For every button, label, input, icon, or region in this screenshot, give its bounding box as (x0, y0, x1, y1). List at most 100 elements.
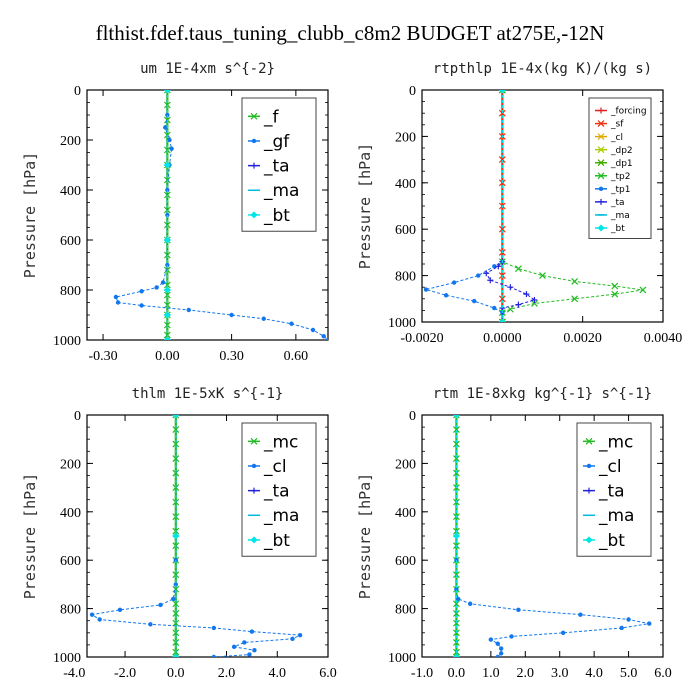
data-point (172, 415, 180, 419)
legend-marker (251, 138, 257, 144)
chart-panel-4: rtm 1E-8xkg kg^{-1} s^{-1} Pressure [hPa]… (356, 386, 672, 681)
legend-entry: _ma (263, 181, 299, 201)
x-tick-label: 3.0 (551, 666, 569, 681)
data-point (453, 653, 460, 657)
legend-marker (597, 133, 605, 141)
data-point (167, 137, 172, 143)
data-point (289, 321, 294, 326)
data-point (97, 617, 102, 622)
series-line (424, 90, 503, 322)
legend-marker (597, 159, 605, 167)
legend-entry: _dp2 (610, 146, 633, 156)
y-tick-label: 400 (60, 184, 81, 199)
data-point (163, 90, 171, 94)
x-tick-label: 0.0000 (483, 331, 522, 346)
y-tick-label: 400 (395, 177, 416, 192)
legend-entry: _bt (598, 531, 625, 551)
legend-entry: _bt (263, 206, 290, 226)
y-tick-label: 1000 (53, 334, 81, 349)
data-point (492, 264, 497, 269)
y-tick-label: 200 (60, 457, 81, 472)
legend-entry: _ma (598, 506, 634, 526)
x-tick-label: -2.0 (114, 666, 136, 681)
data-point (498, 646, 504, 651)
data-point (507, 284, 514, 291)
data-point (172, 571, 180, 579)
y-tick-label: 0 (409, 409, 416, 424)
data-point (516, 607, 521, 613)
data-point (472, 298, 477, 304)
legend-marker (251, 463, 257, 469)
x-tick-label: -0.0020 (400, 331, 443, 346)
data-point (452, 653, 460, 657)
data-point (242, 640, 247, 645)
data-point (492, 305, 497, 311)
legend-entry: _cl (263, 457, 287, 477)
y-tick-label: 1000 (53, 651, 81, 666)
legend-marker (598, 107, 604, 114)
series-group (423, 90, 647, 322)
y-tick-label: 800 (60, 284, 81, 299)
legend-marker (586, 463, 592, 469)
series-group (452, 415, 652, 657)
legend-entry: _bt (610, 224, 625, 234)
data-point (498, 651, 504, 656)
x-tick-label: 6.0 (319, 666, 337, 681)
data-point (139, 303, 144, 308)
y-tick-label: 600 (60, 234, 81, 249)
data-point (455, 596, 461, 602)
y-tick-label: 400 (395, 506, 416, 521)
data-point (211, 625, 217, 631)
data-point (487, 277, 494, 284)
data-point (89, 612, 95, 617)
legend-marker (597, 224, 605, 232)
data-point (321, 334, 326, 339)
y-tick-label: 200 (395, 130, 416, 145)
data-point (539, 272, 546, 280)
data-point (453, 440, 460, 448)
panel-title: rtpthlp 1E-4x(kg K)/(kg s) (433, 61, 652, 77)
data-point (619, 625, 624, 631)
x-tick-label: 2.0 (517, 666, 535, 681)
legend-marker (586, 487, 592, 494)
data-point (498, 318, 506, 322)
data-point (498, 295, 506, 303)
data-point (310, 327, 316, 333)
data-point (290, 636, 295, 642)
data-point (163, 161, 171, 169)
data-point (172, 415, 180, 419)
y-tick-label: 0 (74, 409, 81, 424)
y-tick-label: 600 (60, 554, 81, 569)
data-point (452, 415, 460, 419)
data-point (163, 236, 171, 244)
x-tick-label: 0.0 (167, 666, 185, 681)
chart-panel-2: rtpthlp 1E-4x(kg K)/(kg s) Pressure [hPa]… (356, 61, 682, 346)
data-point (229, 312, 234, 318)
data-point (172, 610, 180, 617)
legend-marker (250, 437, 258, 445)
data-point (172, 653, 180, 657)
data-point (498, 225, 506, 233)
y-tick-label: 0 (409, 84, 416, 99)
data-point (443, 293, 449, 298)
x-tick-label: 4.0 (269, 666, 287, 681)
legend: _mc _cl _ta _ma _bt (241, 422, 317, 557)
data-point (172, 455, 180, 462)
legend-entry: _ta (610, 198, 625, 208)
x-tick-label: 0.60 (284, 349, 309, 364)
data-point (162, 125, 168, 130)
legend: _forcing _sf _cl _dp2 _dp1 _tp2 _tp1 _ta _ma _bt (588, 97, 652, 239)
data-point (173, 582, 178, 587)
data-point (509, 634, 514, 639)
plot-frame (86, 89, 329, 341)
legend-entry: _dp1 (610, 159, 633, 169)
x-tick-label: -1.0 (411, 666, 433, 681)
data-point (452, 532, 460, 540)
data-point (247, 652, 252, 657)
plot-frame (421, 414, 664, 658)
x-tick-label: 0.0040 (644, 331, 683, 346)
legend-entry: _mc (263, 432, 298, 452)
y-axis-label: Pressure [hPa] (356, 143, 374, 269)
data-point (163, 286, 171, 294)
